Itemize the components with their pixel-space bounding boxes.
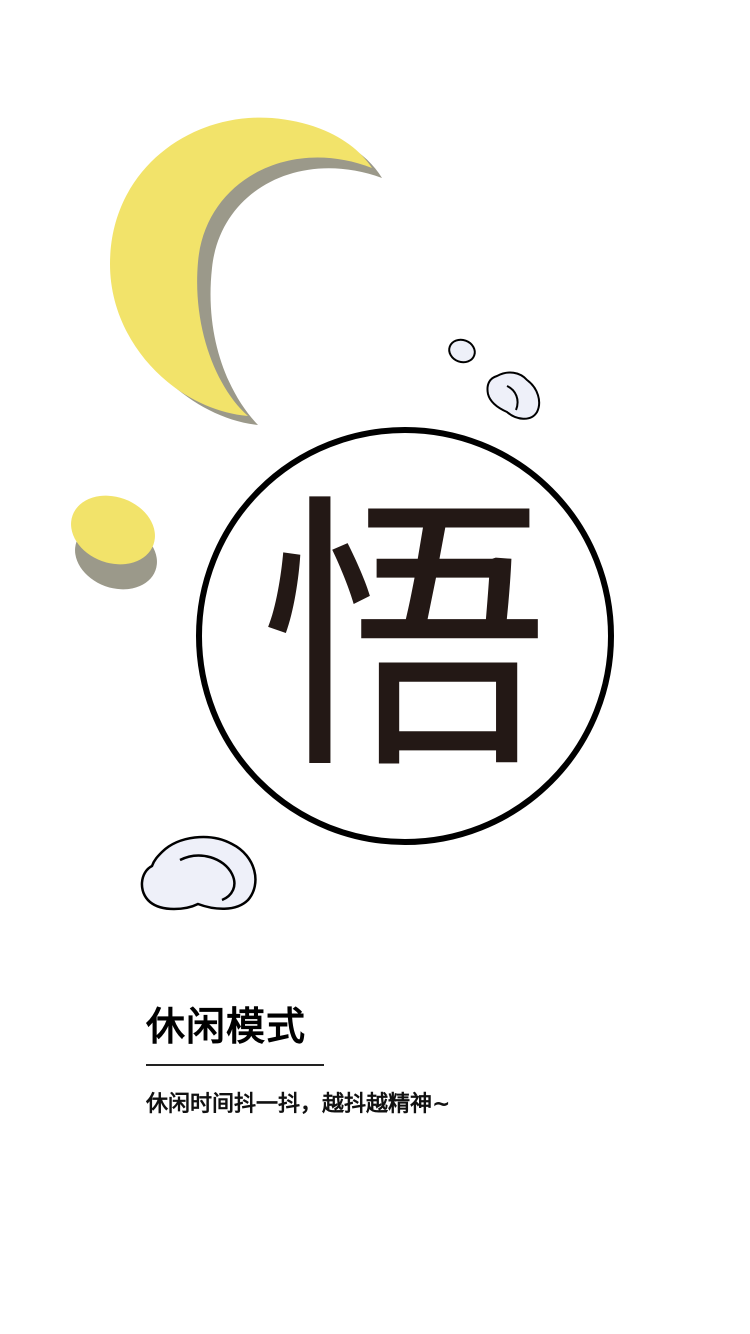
yellow-blob-icon: [71, 495, 157, 590]
small-cloud-icon: [486, 371, 541, 420]
crescent-moon-icon: [110, 117, 382, 425]
emblem-circle: [196, 427, 614, 845]
title-underline: [146, 1064, 324, 1066]
mode-title: 休闲模式: [146, 1005, 307, 1050]
splash-illustration: 悟: [71, 117, 614, 911]
bubble-icon: [448, 338, 476, 364]
large-cloud-icon: [140, 835, 257, 911]
mode-caption: 休闲模式 休闲时间抖一抖，越抖越精神~: [146, 1000, 646, 1122]
emblem-character: 悟: [260, 472, 550, 809]
mode-description: 休闲时间抖一抖，越抖越精神~: [146, 1092, 451, 1117]
